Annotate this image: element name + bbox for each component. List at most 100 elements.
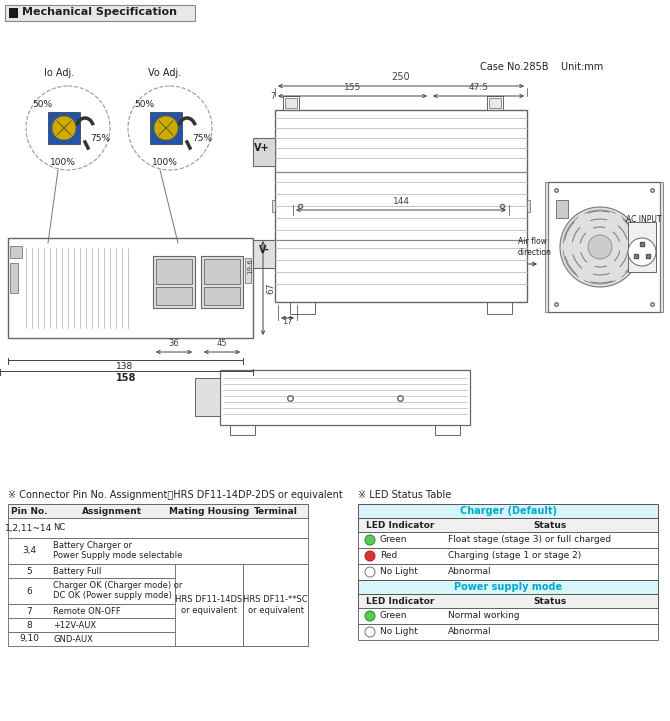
Bar (253, 138, 275, 166)
Bar (358, 532, 658, 548)
Bar (358, 608, 658, 624)
Text: Charger OK (Charger mode) or: Charger OK (Charger mode) or (53, 582, 182, 590)
Text: Mechanical Specification: Mechanical Specification (22, 7, 177, 17)
Bar (10, 263, 18, 293)
Circle shape (365, 627, 375, 637)
Text: ※ Connector Pin No. Assignment：HRS DF11-14DP-2DS or equivalent: ※ Connector Pin No. Assignment：HRS DF11-… (8, 490, 343, 500)
Text: 158: 158 (116, 373, 136, 383)
Text: 100%: 100% (50, 158, 76, 167)
Text: Charging (stage 1 or stage 2): Charging (stage 1 or stage 2) (448, 552, 582, 560)
Bar (204, 259, 240, 284)
Text: 3,4: 3,4 (22, 547, 36, 555)
Bar (290, 302, 315, 314)
Bar (8, 604, 308, 618)
Text: 1,2,11~14: 1,2,11~14 (5, 523, 53, 533)
Bar (8, 564, 308, 578)
Bar (272, 200, 275, 212)
Bar (8, 632, 308, 646)
Text: Charger (Default): Charger (Default) (460, 506, 557, 516)
Bar (548, 182, 660, 312)
Bar (195, 378, 220, 416)
Bar (489, 98, 501, 108)
Text: 47.5: 47.5 (468, 83, 488, 92)
Bar (48, 112, 80, 144)
Text: 36: 36 (169, 339, 180, 348)
Text: 19.6: 19.6 (247, 258, 253, 274)
Circle shape (52, 116, 76, 140)
Bar (150, 112, 182, 144)
Bar (556, 200, 568, 218)
Text: LED Indicator: LED Indicator (366, 596, 435, 606)
Circle shape (628, 238, 656, 266)
Bar (283, 96, 299, 110)
Bar (156, 287, 192, 305)
Bar (8, 504, 308, 518)
Bar (243, 564, 308, 646)
Text: Battery Full: Battery Full (53, 567, 101, 575)
Bar (8, 578, 308, 604)
Bar (358, 504, 658, 518)
Text: NC: NC (53, 523, 65, 533)
Bar (358, 564, 658, 580)
Text: 75%: 75% (192, 134, 212, 143)
Text: Pin No.: Pin No. (11, 506, 48, 516)
Text: Power supply mode: Power supply mode (454, 582, 562, 592)
Circle shape (560, 207, 640, 287)
Text: Battery Charger or: Battery Charger or (53, 541, 132, 551)
Text: Abnormal: Abnormal (448, 567, 492, 577)
Circle shape (365, 551, 375, 561)
Bar (527, 200, 530, 212)
Text: 67: 67 (266, 282, 275, 293)
Circle shape (588, 235, 612, 259)
Text: V+: V+ (255, 143, 270, 153)
Text: No Light: No Light (380, 627, 418, 637)
Bar (9, 8, 18, 18)
Text: 138: 138 (117, 362, 133, 371)
Bar (8, 538, 308, 564)
Text: 45: 45 (217, 339, 227, 348)
Text: 75%: 75% (90, 134, 110, 143)
Text: ※ LED Status Table: ※ LED Status Table (358, 490, 452, 500)
Bar (8, 238, 253, 338)
Text: Terminal: Terminal (253, 506, 297, 516)
Text: 17: 17 (282, 317, 293, 326)
Text: Remote ON-OFF: Remote ON-OFF (53, 606, 121, 616)
Circle shape (365, 611, 375, 621)
Text: LED Indicator: LED Indicator (366, 521, 435, 529)
Bar (358, 594, 658, 608)
Circle shape (154, 116, 178, 140)
Bar (628, 222, 656, 272)
Text: 250: 250 (392, 72, 410, 82)
Text: Status: Status (534, 596, 567, 606)
Text: 7: 7 (26, 606, 32, 616)
Text: 155: 155 (344, 83, 361, 92)
Bar (358, 518, 658, 532)
Bar (245, 258, 251, 283)
Text: Air flow
direction: Air flow direction (518, 237, 552, 257)
Text: V-: V- (259, 245, 270, 255)
Bar (285, 98, 297, 108)
Bar (253, 138, 275, 166)
Text: 9,10: 9,10 (19, 634, 39, 644)
Bar (487, 302, 512, 314)
Text: 144: 144 (393, 197, 409, 206)
Text: Assignment: Assignment (82, 506, 143, 516)
Bar (275, 110, 527, 302)
Bar (153, 256, 195, 308)
Bar (545, 182, 548, 312)
Text: 50%: 50% (32, 100, 52, 109)
Text: +12V-AUX: +12V-AUX (53, 621, 96, 629)
Text: DC OK (Power supply mode): DC OK (Power supply mode) (53, 591, 172, 601)
Text: Normal working: Normal working (448, 611, 520, 621)
Bar (156, 259, 192, 284)
Bar (8, 518, 308, 538)
Text: 50%: 50% (134, 100, 154, 109)
Text: GND-AUX: GND-AUX (53, 634, 93, 644)
Bar (8, 618, 308, 632)
Text: Vo Adj.: Vo Adj. (148, 68, 182, 78)
Text: 100%: 100% (152, 158, 178, 167)
Bar (10, 246, 22, 258)
Bar (220, 370, 470, 425)
Bar (358, 624, 658, 640)
Bar (204, 287, 240, 305)
